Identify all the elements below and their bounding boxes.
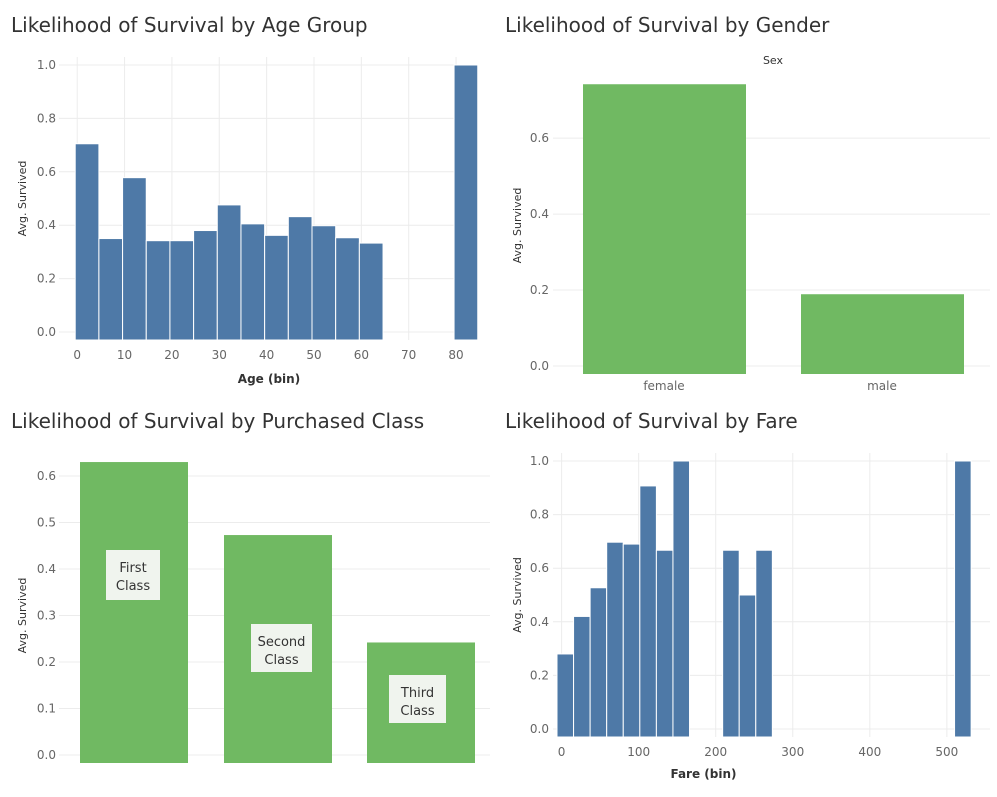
- fare-bar: [639, 485, 657, 738]
- fare-xtick-label: 400: [858, 745, 881, 759]
- age-bar: [145, 240, 171, 341]
- age-ytick-label: 1.0: [37, 58, 56, 72]
- fare-xtick-label: 300: [781, 745, 804, 759]
- class-callout-label: First: [119, 561, 146, 576]
- age-xtick-label: 80: [448, 348, 463, 362]
- age-xtick-label: 70: [401, 348, 416, 362]
- gender-category-label: female: [643, 379, 684, 393]
- fare-chart-title: Likelihood of Survival by Fare: [505, 409, 798, 433]
- class-ytick-label: 0.1: [37, 702, 56, 716]
- fare-bar: [573, 615, 591, 738]
- fare-bar: [589, 587, 608, 738]
- age-xtick-label: 10: [117, 348, 132, 362]
- gender-header: Sex: [763, 54, 784, 67]
- age-bar: [287, 216, 313, 341]
- class-ytick-label: 0.4: [37, 562, 56, 576]
- gender-category-label: male: [867, 379, 897, 393]
- class-y-axis-title: Avg. Survived: [16, 578, 29, 654]
- age-xtick-label: 50: [306, 348, 321, 362]
- fare-bar: [606, 541, 624, 738]
- fare-ytick-label: 0.4: [530, 615, 549, 629]
- fare-bar: [655, 549, 674, 738]
- age-y-axis-title: Avg. Survived: [16, 161, 29, 237]
- class-callout-label: Third: [400, 686, 434, 701]
- age-chart-title: Likelihood of Survival by Age Group: [11, 13, 368, 37]
- class-ytick-label: 0.0: [37, 748, 56, 762]
- gender-bar: [801, 294, 964, 374]
- fare-bar: [954, 460, 972, 738]
- gender-bar: [583, 84, 746, 374]
- age-bar: [240, 223, 266, 341]
- fare-ytick-label: 0.0: [530, 722, 549, 736]
- age-bar: [264, 234, 289, 341]
- gender-ytick-label: 0.2: [530, 283, 549, 297]
- age-xtick-label: 0: [73, 348, 81, 362]
- fare-ytick-label: 1.0: [530, 454, 549, 468]
- gender-ytick-label: 0.6: [530, 131, 549, 145]
- fare-bar: [722, 549, 740, 738]
- fare-ytick-label: 0.6: [530, 561, 549, 575]
- fare-x-axis-title: Fare (bin): [670, 767, 736, 781]
- gender-ytick-label: 0.4: [530, 207, 549, 221]
- age-ytick-label: 0.6: [37, 165, 56, 179]
- fare-xtick-label: 200: [704, 745, 727, 759]
- age-bar: [453, 64, 479, 341]
- class-ytick-label: 0.6: [37, 469, 56, 483]
- class-chart-title: Likelihood of Survival by Purchased Clas…: [11, 409, 425, 433]
- class-callout-label: Class: [116, 579, 150, 594]
- fare-y-axis-title: Avg. Survived: [511, 557, 524, 633]
- age-bar: [98, 238, 124, 341]
- age-bar: [358, 242, 384, 341]
- age-bar: [122, 177, 147, 341]
- fare-bar: [556, 653, 575, 738]
- age-bar: [193, 230, 218, 341]
- fare-bar: [755, 549, 773, 738]
- age-ytick-label: 0.4: [37, 218, 56, 232]
- class-callout-box: [106, 550, 160, 600]
- fare-xtick-label: 0: [558, 745, 566, 759]
- fare-xtick-label: 100: [627, 745, 650, 759]
- class-callout-box: [389, 675, 446, 723]
- fare-bar: [672, 460, 691, 738]
- age-bar: [335, 237, 360, 341]
- age-ytick-label: 0.8: [37, 111, 56, 125]
- age-bar: [74, 143, 100, 341]
- fare-bar: [622, 543, 641, 738]
- age-ytick-label: 0.2: [37, 272, 56, 286]
- fare-ytick-label: 0.8: [530, 508, 549, 522]
- age-xtick-label: 30: [212, 348, 227, 362]
- age-xtick-label: 40: [259, 348, 274, 362]
- class-ytick-label: 0.3: [37, 609, 56, 623]
- fare-xtick-label: 500: [935, 745, 958, 759]
- age-bar: [216, 204, 242, 341]
- class-callout-label: Class: [400, 704, 434, 719]
- age-bar: [311, 225, 337, 341]
- age-x-axis-title: Age (bin): [238, 372, 300, 386]
- class-bar: [80, 462, 188, 763]
- age-xtick-label: 60: [354, 348, 369, 362]
- gender-chart-title: Likelihood of Survival by Gender: [505, 13, 830, 37]
- gender-ytick-label: 0.0: [530, 359, 549, 373]
- class-ytick-label: 0.5: [37, 516, 56, 530]
- fare-ytick-label: 0.2: [530, 668, 549, 682]
- class-callout-box: [251, 624, 312, 672]
- age-ytick-label: 0.0: [37, 325, 56, 339]
- age-bar: [169, 240, 195, 341]
- class-callout-label: Second: [258, 635, 306, 650]
- class-ytick-label: 0.2: [37, 655, 56, 669]
- fare-bar: [738, 594, 757, 738]
- class-callout-label: Class: [264, 653, 298, 668]
- gender-y-axis-title: Avg. Survived: [511, 188, 524, 264]
- age-xtick-label: 20: [164, 348, 179, 362]
